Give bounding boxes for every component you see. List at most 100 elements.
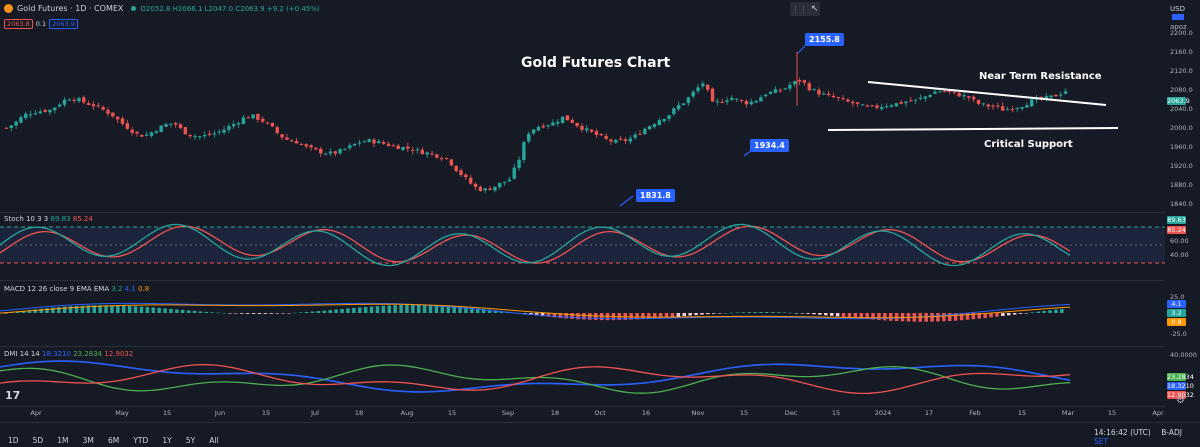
macd-bar xyxy=(216,312,220,314)
price-tick: 2200.0 xyxy=(1170,29,1193,37)
candle-body xyxy=(9,125,13,128)
macd-bar xyxy=(959,313,964,321)
macd-bar xyxy=(853,313,858,318)
macd-bar xyxy=(717,313,722,314)
macd-bar xyxy=(824,313,828,316)
macd-bar xyxy=(841,313,846,317)
timeframe-1d[interactable]: 1D xyxy=(8,436,19,445)
timeframe-6m[interactable]: 6M xyxy=(107,436,120,445)
support-trendline[interactable] xyxy=(827,127,1119,131)
macd-bar xyxy=(4,313,8,314)
macd-bar xyxy=(304,311,309,313)
macd-bar xyxy=(181,309,185,313)
timeframe-all[interactable]: All xyxy=(209,436,219,445)
macd-bar xyxy=(428,304,433,313)
dmi-legend[interactable]: DMI 14 14 18.3210 23.2834 12.9032 xyxy=(4,350,133,358)
sell-button[interactable]: 2063.8 xyxy=(4,19,33,29)
candle-body xyxy=(464,174,468,178)
candle-body xyxy=(115,116,120,120)
candle-body xyxy=(623,139,628,141)
macd-bar xyxy=(86,305,91,313)
timeframe-1m[interactable]: 1M xyxy=(57,436,69,445)
macd-bar xyxy=(995,313,999,317)
time-axis-border xyxy=(0,406,1165,407)
clock[interactable]: 14:16:42 (UTC) xyxy=(1094,428,1151,437)
stoch-d-value: 85.24 xyxy=(72,215,93,223)
stoch-legend[interactable]: Stoch 10 3 3 89.83 85.24 xyxy=(4,215,93,223)
timeframe-5y[interactable]: 5Y xyxy=(185,436,196,445)
candle-body xyxy=(135,131,139,134)
macd-bar xyxy=(806,313,810,314)
candle-body xyxy=(323,153,328,155)
pane-divider[interactable] xyxy=(0,212,1165,213)
macd-bar xyxy=(458,306,462,313)
macd-bar xyxy=(576,313,580,320)
candle-body xyxy=(1063,91,1068,94)
cursor-icon[interactable]: ↖ xyxy=(810,4,819,14)
candle-body xyxy=(425,152,429,155)
pane-divider[interactable] xyxy=(0,280,1165,281)
gear-icon[interactable]: ⚙ xyxy=(1176,395,1185,406)
macd-bar xyxy=(647,313,651,319)
adjustment-toggle[interactable]: B-ADJ xyxy=(1161,428,1182,437)
candle-body xyxy=(662,118,666,122)
timeframe-ytd[interactable]: YTD xyxy=(133,436,149,445)
candle-body xyxy=(285,137,289,140)
candle-body xyxy=(367,139,371,142)
candle-body xyxy=(130,129,134,133)
settlement-toggle[interactable]: SET xyxy=(1094,437,1109,446)
currency-label: USD xyxy=(1170,5,1185,13)
pane-divider[interactable] xyxy=(0,346,1165,347)
dmi-pane[interactable] xyxy=(0,347,1165,405)
dmi-plus-line xyxy=(0,364,1071,394)
macd-bar xyxy=(676,313,681,317)
symbol-legend[interactable]: Gold Futures · 1D · COMEX O2052.8 H2066.… xyxy=(4,4,320,13)
macd-bar xyxy=(387,305,391,313)
candle-body xyxy=(575,122,579,127)
candle-body xyxy=(420,149,425,155)
candle-body xyxy=(72,99,76,101)
symbol-name: Gold Futures · 1D · COMEX xyxy=(17,4,124,13)
price-chart[interactable] xyxy=(0,0,1165,212)
timeframe-5d[interactable]: 5D xyxy=(32,436,44,445)
drag-handle-icon[interactable]: ⋮⋮ xyxy=(791,4,808,14)
candle-body xyxy=(691,91,695,97)
candle-body xyxy=(507,179,512,182)
floating-toolbar[interactable]: ⋮⋮ ↖ xyxy=(790,2,820,16)
stoch-pane[interactable] xyxy=(0,213,1165,279)
tradingview-logo-icon[interactable]: 17 xyxy=(5,389,21,402)
candle-body xyxy=(870,105,874,107)
candle-body xyxy=(386,143,391,146)
timeframe-1y[interactable]: 1Y xyxy=(162,436,172,445)
stoch-label: Stoch 10 3 3 xyxy=(4,215,49,223)
candle-body xyxy=(527,133,531,142)
stoch-k-value: 89.83 xyxy=(50,215,71,223)
macd-bar xyxy=(865,313,869,320)
scale-mode[interactable]: apoz xyxy=(1170,23,1187,31)
time-tick: 15 xyxy=(1107,409,1117,417)
buy-button[interactable]: 2063.9 xyxy=(49,19,78,29)
candle-body xyxy=(686,97,691,103)
chart-title: Gold Futures Chart xyxy=(521,55,671,71)
macd-bar xyxy=(27,310,32,313)
macd-bar xyxy=(222,312,226,314)
candle-body xyxy=(826,93,831,96)
candle-body xyxy=(923,96,928,99)
macd-bar xyxy=(953,313,958,321)
candle-body xyxy=(802,80,807,83)
macd-bar xyxy=(847,313,852,318)
macd-pane[interactable] xyxy=(0,281,1165,345)
macd-bar xyxy=(930,313,934,322)
resistance-trendline[interactable] xyxy=(867,81,1107,106)
macd-bar xyxy=(470,307,474,313)
candle-body xyxy=(140,134,144,137)
macd-bar xyxy=(889,313,893,321)
candle-body xyxy=(899,101,903,104)
candle-body xyxy=(459,170,463,175)
time-tick: 18 xyxy=(354,409,364,417)
callout-low: 1831.8 xyxy=(636,189,675,202)
macd-legend[interactable]: MACD 12 26 close 9 EMA EMA 3.2 4.1 0.8 xyxy=(4,285,149,293)
candle-body xyxy=(1001,106,1005,111)
candle-body xyxy=(236,123,241,125)
timeframe-3m[interactable]: 3M xyxy=(82,436,94,445)
